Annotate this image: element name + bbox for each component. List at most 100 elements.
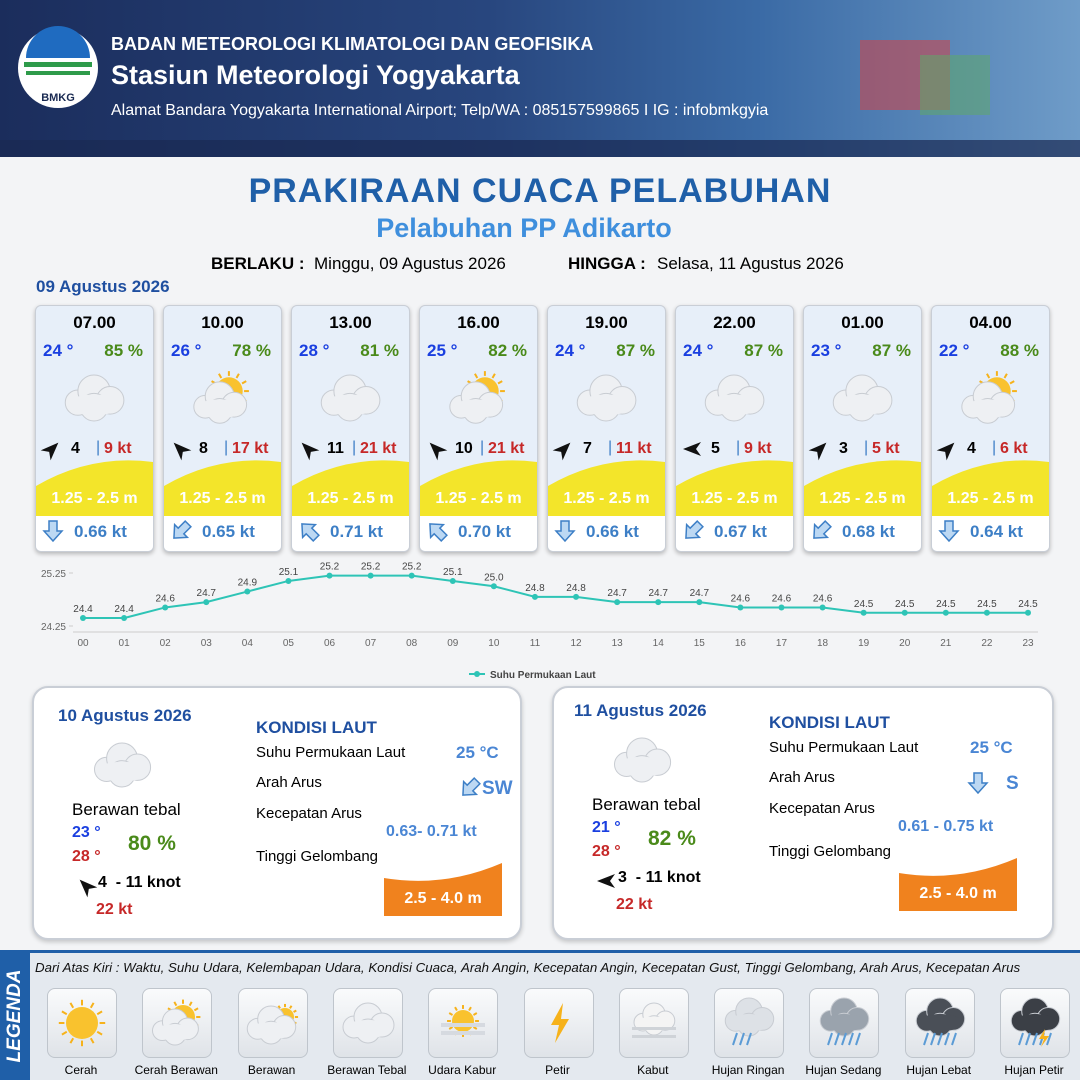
- card-humidity: 85 %: [104, 341, 143, 360]
- cloud-base: [615, 756, 669, 777]
- wave: 2.5 - 4.0 m: [919, 885, 997, 902]
- wind: 3 - 11 knot: [618, 869, 701, 886]
- x-tick-label: 12: [570, 638, 582, 649]
- card-wave: 1.25 - 2.5 m: [51, 490, 138, 507]
- cloud-base: [821, 1014, 868, 1032]
- point: [367, 572, 374, 579]
- x-tick-label: 05: [283, 638, 295, 649]
- current-arrow: [554, 520, 576, 543]
- gust: 22 kt: [96, 901, 133, 918]
- cloud-base: [834, 394, 890, 416]
- card-temp: 24 °: [683, 341, 714, 360]
- sun-ray: [292, 1009, 297, 1013]
- legend-item-box: [809, 988, 880, 1058]
- value-label: 24.6: [731, 593, 751, 604]
- legend-label: Suhu Permukaan Laut: [490, 670, 596, 681]
- card-current: 0.66 kt: [74, 522, 127, 541]
- temp-min: 21 °: [592, 819, 621, 836]
- cloud-base: [1012, 1014, 1058, 1032]
- value-label: 24.6: [813, 593, 833, 604]
- outlook-date: 11 Agustus 2026: [574, 701, 707, 720]
- rain-drop: [922, 1032, 929, 1046]
- sun-ray: [1003, 373, 1008, 379]
- forecast-card: 16.00 25 ° 82 % 10 | 21 kt 1.25 - 2.5 m 0.70 kt: [419, 305, 538, 552]
- x-tick-label: 11: [530, 638, 541, 649]
- value-label: 25.0: [484, 572, 504, 583]
- card-wind: 5: [711, 440, 720, 457]
- card-wind: 4: [71, 440, 80, 457]
- humidity: 82 %: [648, 827, 696, 850]
- gust: 22 kt: [616, 896, 653, 913]
- legend-description: Dari Atas Kiri : Waktu, Suhu Udara, Kele…: [35, 960, 1021, 975]
- sun-ray: [89, 1037, 95, 1044]
- sun-ray: [96, 1010, 103, 1016]
- card-current: 0.65 kt: [202, 522, 255, 541]
- sea-title: KONDISI LAUT: [256, 718, 377, 737]
- current-arrow: [301, 523, 320, 542]
- legend-item-box: [428, 988, 499, 1058]
- point: [901, 609, 908, 616]
- wind: 4 - 11 knot: [98, 874, 181, 891]
- logo-stripe: [24, 62, 92, 67]
- point: [942, 609, 949, 616]
- card-humidity: 81 %: [360, 341, 399, 360]
- sun-ray: [61, 1010, 68, 1016]
- sun-ray: [474, 373, 479, 379]
- card-humidity: 87 %: [616, 341, 655, 360]
- card-wave: 1.25 - 2.5 m: [307, 490, 394, 507]
- current-speed: 0.61 - 0.75 kt: [898, 818, 994, 835]
- card-temp: 24 °: [43, 341, 74, 360]
- point: [860, 609, 867, 616]
- legend-icon: [724, 997, 775, 1046]
- current-dir: S: [1006, 773, 1019, 794]
- header-decor: BMKG: [0, 26, 1080, 157]
- wind-arrow: [429, 442, 448, 461]
- wind-arrow: [808, 442, 827, 461]
- value-label: 25.2: [402, 562, 422, 573]
- wave-shape: [932, 460, 1049, 516]
- sun-ray: [61, 1030, 68, 1036]
- sun-ray: [491, 373, 496, 379]
- wind-arrow: [40, 442, 59, 461]
- card-graphics: [420, 371, 537, 551]
- panel-graphics: [597, 737, 1017, 911]
- sun-ray: [189, 1001, 193, 1007]
- card-graphics: [36, 374, 153, 551]
- card-time: 10.00: [201, 313, 244, 332]
- card-graphics: [932, 371, 1049, 551]
- logo-stripe: [26, 71, 90, 75]
- legend-icon: [441, 1005, 486, 1037]
- wind-arrow: [301, 442, 320, 461]
- temp-min: 23 °: [72, 824, 101, 841]
- current-speed-label: Kecepatan Arus: [769, 800, 875, 817]
- wave: 2.5 - 4.0 m: [404, 890, 482, 907]
- sun-ray: [473, 1012, 478, 1016]
- rain-drop: [950, 1032, 957, 1046]
- forecast-card: 01.00 23 ° 87 % 3 | 5 kt 1.25 - 2.5 m 0.68 kt: [803, 305, 922, 552]
- value-label: 24.8: [525, 583, 545, 594]
- card-gust: 5 kt: [872, 440, 900, 457]
- point: [80, 615, 86, 622]
- valid-to: Selasa, 11 Agustus 2026: [657, 254, 844, 273]
- legend-item-label: Hujan Ringan: [711, 1063, 785, 1077]
- current-speed-label: Kecepatan Arus: [256, 805, 362, 822]
- x-tick-label: 19: [858, 638, 870, 649]
- card-current: 0.70 kt: [458, 522, 511, 541]
- sst-chart: 24.25 25.25 00 01 02 03 04 05 06 07 08 09 10 11 12 13 14…: [41, 562, 1038, 681]
- card-humidity: 88 %: [1000, 341, 1039, 360]
- x-tick-label: 17: [776, 638, 788, 649]
- current-arrow: [685, 520, 704, 539]
- legend-item-label: Cerah: [64, 1063, 98, 1077]
- rain-drop: [827, 1032, 834, 1046]
- legend-item-box: [714, 988, 785, 1058]
- separator: |: [480, 439, 485, 456]
- point: [326, 572, 333, 579]
- card-current: 0.68 kt: [842, 522, 895, 541]
- sun-ray: [96, 1030, 103, 1036]
- card-wave: 1.25 - 2.5 m: [435, 490, 522, 507]
- sun: [66, 1007, 98, 1039]
- point: [614, 599, 621, 606]
- card-gust: 21 kt: [360, 440, 397, 457]
- wave-box: [899, 858, 1017, 911]
- sun-ray: [288, 1005, 292, 1009]
